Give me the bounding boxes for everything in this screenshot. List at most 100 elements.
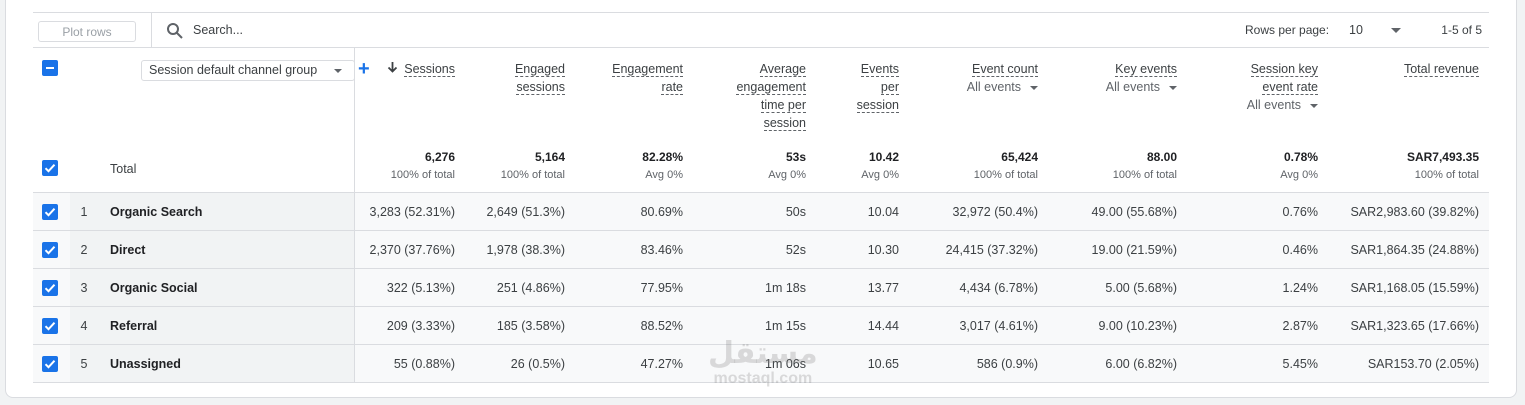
- total-value: 53s: [785, 150, 806, 164]
- total-value: 0.78%: [1283, 150, 1318, 164]
- column-filter[interactable]: All events: [1048, 78, 1177, 96]
- search-icon: [167, 23, 183, 39]
- metric-cell: SAR1,168.05 (15.59%): [1328, 268, 1489, 307]
- total-value: 5,164: [534, 150, 565, 164]
- row-checkbox[interactable]: [42, 279, 58, 296]
- row-name: Unassigned: [98, 344, 355, 383]
- metric-cell: SAR1,323.65 (17.66%): [1328, 306, 1489, 345]
- column-header[interactable]: Key events All events: [1048, 48, 1187, 146]
- metric-cell: 1m 06s: [693, 344, 816, 383]
- watermark-latin: mostaql.com: [713, 370, 813, 387]
- metric-cell: 9.00 (10.23%): [1048, 306, 1187, 345]
- metric-cell: 26 (0.5%): [465, 344, 575, 383]
- metric-cell: 49.00 (55.68%): [1048, 192, 1187, 231]
- metric-cell: 32,972 (50.4%): [909, 192, 1048, 231]
- search-input[interactable]: Search...: [193, 23, 244, 37]
- total-value: 10.42: [868, 150, 899, 164]
- column-title: Engaged sessions: [503, 60, 565, 96]
- metric-cell: 24,415 (37.32%): [909, 230, 1048, 269]
- column-header[interactable]: Engagement rate: [575, 48, 693, 146]
- row-index: 2: [70, 230, 98, 269]
- total-note: Avg 0%: [768, 169, 806, 181]
- column-title: Key events: [1048, 60, 1177, 78]
- add-dimension-button[interactable]: +: [358, 58, 370, 80]
- rows-per-page-select[interactable]: 10: [1349, 23, 1363, 37]
- metric-cell: 0.76%: [1187, 192, 1328, 231]
- column-header[interactable]: Event count All events: [909, 48, 1048, 146]
- select-all-checkbox[interactable]: [42, 60, 58, 76]
- metric-cell: 10.65: [816, 344, 909, 383]
- row-checkbox-cell: [33, 268, 70, 307]
- metric-cell: 47.27%: [575, 344, 693, 383]
- select-all-cell: [33, 48, 70, 146]
- metric-cell: 5.00 (5.68%): [1048, 268, 1187, 307]
- dimension-dropdown[interactable]: Session default channel group: [141, 60, 355, 81]
- data-row: 5 Unassigned 55 (0.88%) 26 (0.5%) 47.27% 1m 0…: [33, 344, 1489, 383]
- metric-cell: 3,283 (52.31%): [354, 192, 465, 231]
- total-cell: 82.28% Avg 0%: [575, 146, 693, 193]
- total-note: 100% of total: [390, 169, 455, 181]
- metric-cell: 83.46%: [575, 230, 693, 269]
- total-cell: 88.00 100% of total: [1048, 146, 1187, 193]
- header-row: Session default channel group + Sessions En…: [33, 48, 1489, 146]
- total-value: SAR7,493.35: [1406, 150, 1479, 164]
- column-title: Session key event rate: [1226, 60, 1318, 96]
- column-title-text: Engaged sessions: [514, 62, 565, 95]
- metric-cell: 10.30: [816, 230, 909, 269]
- column-header[interactable]: Average engagement time per session: [693, 48, 816, 146]
- rows-per-page-arrow[interactable]: [1391, 28, 1401, 33]
- metric-cell: 1m 18s: [693, 268, 816, 307]
- metric-cell: 77.95%: [575, 268, 693, 307]
- metric-cell: SAR153.70 (2.05%): [1328, 344, 1489, 383]
- total-value: 6,276: [424, 150, 455, 164]
- total-note: Avg 0%: [1280, 169, 1318, 181]
- metric-cell: 0.46%: [1187, 230, 1328, 269]
- total-note: Avg 0%: [861, 169, 899, 181]
- watermark-arabic: مستقل: [708, 337, 818, 370]
- column-header[interactable]: Events per session: [816, 48, 909, 146]
- column-header[interactable]: Engaged sessions: [465, 48, 575, 146]
- data-row: 1 Organic Search 3,283 (52.31%) 2,649 (51.3…: [33, 192, 1489, 231]
- row-name: Organic Search: [98, 192, 355, 231]
- total-index: [70, 146, 98, 193]
- row-checkbox[interactable]: [42, 355, 58, 372]
- data-table: Session default channel group + Sessions En…: [33, 48, 1489, 383]
- column-filter[interactable]: All events: [909, 78, 1038, 96]
- row-checkbox[interactable]: [42, 317, 58, 334]
- total-note: 100% of total: [500, 169, 565, 181]
- row-index: 1: [70, 192, 98, 231]
- rows-per-page-label: Rows per page:: [1245, 23, 1330, 37]
- metric-cell: 5.45%: [1187, 344, 1328, 383]
- metric-cell: 586 (0.9%): [909, 344, 1048, 383]
- total-cell: 10.42 Avg 0%: [816, 146, 909, 193]
- total-cell: 65,424 100% of total: [909, 146, 1048, 193]
- column-filter[interactable]: All events: [1187, 96, 1318, 114]
- filter-arrow: [1030, 85, 1038, 90]
- plot-rows-button[interactable]: Plot rows: [38, 21, 136, 42]
- column-header[interactable]: Session key event rate All events: [1187, 48, 1328, 146]
- total-note: 100% of total: [1112, 169, 1177, 181]
- data-row: 2 Direct 2,370 (37.76%) 1,978 (38.3%) 83.46%…: [33, 230, 1489, 269]
- total-checkbox[interactable]: [42, 159, 58, 176]
- column-header[interactable]: Total revenue: [1328, 48, 1489, 146]
- row-checkbox[interactable]: [42, 241, 58, 258]
- column-title: Engagement rate: [603, 60, 683, 96]
- row-index: 4: [70, 306, 98, 345]
- metric-cell: 19.00 (21.59%): [1048, 230, 1187, 269]
- metric-cell: 1,978 (38.3%): [465, 230, 575, 269]
- column-header[interactable]: Sessions: [354, 48, 465, 146]
- total-note: Avg 0%: [645, 169, 683, 181]
- total-label: Total: [98, 146, 355, 193]
- data-row: 3 Organic Social 322 (5.13%) 251 (4.86%) 77.…: [33, 268, 1489, 307]
- metric-cell: 80.69%: [575, 192, 693, 231]
- metric-cell: 88.52%: [575, 306, 693, 345]
- watermark: مستقل mostaql.com: [708, 338, 818, 388]
- row-checkbox[interactable]: [42, 203, 58, 220]
- column-filter-text: All events: [1105, 80, 1160, 94]
- total-cell: 53s Avg 0%: [693, 146, 816, 193]
- metric-cell: 13.77: [816, 268, 909, 307]
- column-title: Sessions: [355, 60, 455, 78]
- total-row: Total 6,276 100% of total 5,164 100% of tota…: [33, 146, 1489, 193]
- total-cell: SAR7,493.35 100% of total: [1328, 146, 1489, 193]
- column-filter-text: All events: [1246, 98, 1301, 112]
